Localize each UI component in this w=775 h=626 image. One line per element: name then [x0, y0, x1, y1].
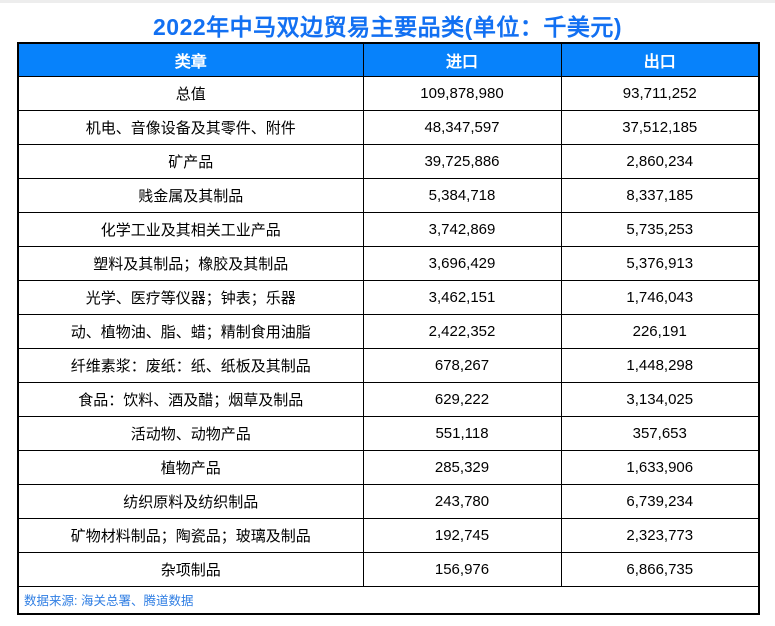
table-row: 矿产品 39,725,886 2,860,234 [17, 143, 760, 179]
category-cell: 矿物材料制品；陶瓷品；玻璃及制品 [17, 517, 364, 553]
import-value-cell: 285,329 [362, 449, 562, 485]
table-row: 贱金属及其制品 5,384,718 8,337,185 [17, 177, 760, 213]
category-cell: 化学工业及其相关工业产品 [17, 211, 364, 247]
export-value-cell: 2,323,773 [560, 517, 760, 553]
category-cell: 纤维素浆：废纸：纸、纸板及其制品 [17, 347, 364, 383]
import-value-cell: 39,725,886 [362, 143, 562, 179]
import-value-cell: 551,118 [362, 415, 562, 451]
export-value-cell: 37,512,185 [560, 109, 760, 145]
import-value-cell: 48,347,597 [362, 109, 562, 145]
trade-table: 类章 进口 出口 总值 109,878,980 93,711,252 机电、音像设备及… [17, 42, 760, 615]
export-value-cell: 6,739,234 [560, 483, 760, 519]
header-category: 类章 [17, 42, 364, 77]
source-note: 数据来源: 海关总署、腾道数据 [17, 585, 760, 615]
import-value-cell: 192,745 [362, 517, 562, 553]
import-value-cell: 109,878,980 [362, 75, 562, 111]
category-cell: 贱金属及其制品 [17, 177, 364, 213]
import-value-cell: 3,742,869 [362, 211, 562, 247]
category-cell: 动、植物油、脂、蜡；精制食用油脂 [17, 313, 364, 349]
table-row: 植物产品 285,329 1,633,906 [17, 449, 760, 485]
import-value-cell: 5,384,718 [362, 177, 562, 213]
category-cell: 光学、医疗等仪器；钟表；乐器 [17, 279, 364, 315]
category-cell: 杂项制品 [17, 551, 364, 587]
table-row: 食品：饮料、酒及醋；烟草及制品 629,222 3,134,025 [17, 381, 760, 417]
table-row: 矿物材料制品；陶瓷品；玻璃及制品 192,745 2,323,773 [17, 517, 760, 553]
export-value-cell: 1,448,298 [560, 347, 760, 383]
table-row: 纺织原料及纺织制品 243,780 6,739,234 [17, 483, 760, 519]
export-value-cell: 357,653 [560, 415, 760, 451]
category-cell: 植物产品 [17, 449, 364, 485]
header-row: 类章 进口 出口 [17, 42, 760, 77]
category-cell: 纺织原料及纺织制品 [17, 483, 364, 519]
table-body: 总值 109,878,980 93,711,252 机电、音像设备及其零件、附件 48,… [17, 75, 760, 587]
export-value-cell: 226,191 [560, 313, 760, 349]
table-header: 类章 进口 出口 [17, 42, 760, 77]
export-value-cell: 6,866,735 [560, 551, 760, 587]
import-value-cell: 243,780 [362, 483, 562, 519]
table-row: 机电、音像设备及其零件、附件 48,347,597 37,512,185 [17, 109, 760, 145]
table-row: 动、植物油、脂、蜡；精制食用油脂 2,422,352 226,191 [17, 313, 760, 349]
export-value-cell: 5,735,253 [560, 211, 760, 247]
table-row: 塑料及其制品；橡胶及其制品 3,696,429 5,376,913 [17, 245, 760, 281]
table-row: 总值 109,878,980 93,711,252 [17, 75, 760, 111]
export-value-cell: 5,376,913 [560, 245, 760, 281]
page-title: 2022年中马双边贸易主要品类(单位：千美元) [153, 14, 622, 40]
category-cell: 塑料及其制品；橡胶及其制品 [17, 245, 364, 281]
table-row: 杂项制品 156,976 6,866,735 [17, 551, 760, 587]
category-cell: 活动物、动物产品 [17, 415, 364, 451]
export-value-cell: 8,337,185 [560, 177, 760, 213]
category-cell: 食品：饮料、酒及醋；烟草及制品 [17, 381, 364, 417]
table-footer: 数据来源: 海关总署、腾道数据 [17, 585, 760, 615]
import-value-cell: 3,462,151 [362, 279, 562, 315]
table-row: 化学工业及其相关工业产品 3,742,869 5,735,253 [17, 211, 760, 247]
export-value-cell: 1,633,906 [560, 449, 760, 485]
export-value-cell: 3,134,025 [560, 381, 760, 417]
category-cell: 机电、音像设备及其零件、附件 [17, 109, 364, 145]
header-import: 进口 [362, 42, 562, 77]
import-value-cell: 156,976 [362, 551, 562, 587]
source-row: 数据来源: 海关总署、腾道数据 [17, 585, 760, 615]
category-cell: 总值 [17, 75, 364, 111]
table-row: 活动物、动物产品 551,118 357,653 [17, 415, 760, 451]
export-value-cell: 93,711,252 [560, 75, 760, 111]
export-value-cell: 2,860,234 [560, 143, 760, 179]
import-value-cell: 2,422,352 [362, 313, 562, 349]
table-row: 纤维素浆：废纸：纸、纸板及其制品 678,267 1,448,298 [17, 347, 760, 383]
top-divider [0, 0, 775, 3]
category-cell: 矿产品 [17, 143, 364, 179]
table-row: 光学、医疗等仪器；钟表；乐器 3,462,151 1,746,043 [17, 279, 760, 315]
import-value-cell: 3,696,429 [362, 245, 562, 281]
header-export: 出口 [560, 42, 760, 77]
import-value-cell: 678,267 [362, 347, 562, 383]
export-value-cell: 1,746,043 [560, 279, 760, 315]
import-value-cell: 629,222 [362, 381, 562, 417]
